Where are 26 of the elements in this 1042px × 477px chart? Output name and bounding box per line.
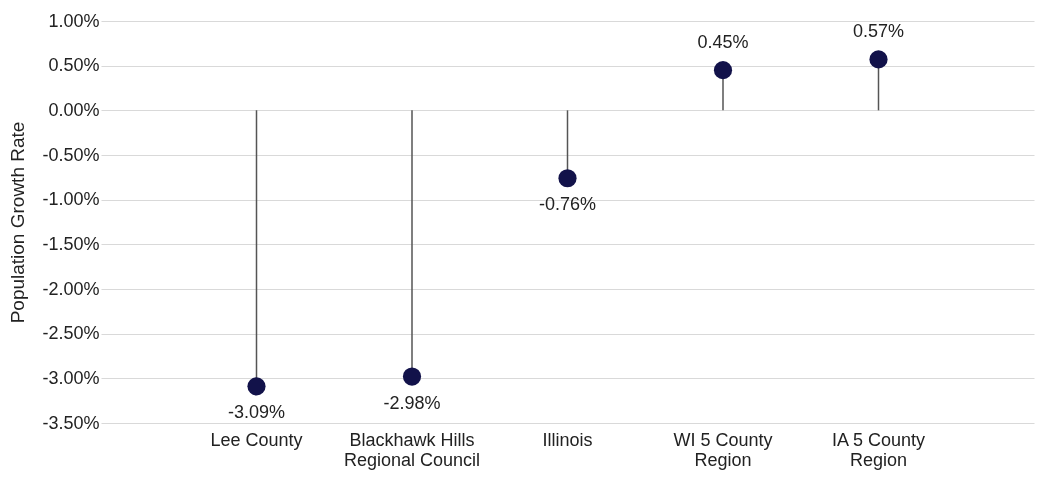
data-label: -0.76% [538, 194, 597, 215]
point [869, 50, 888, 69]
x-tick-label: Illinois [542, 429, 593, 450]
y-tick-label: -1.50% [42, 233, 100, 254]
y-tick-label: -0.50% [42, 144, 100, 165]
data-label: -2.98% [383, 392, 441, 413]
point [402, 367, 422, 386]
y-tick-label: -3.50% [42, 412, 100, 433]
y-tick-label: -1.00% [42, 189, 100, 210]
point [558, 169, 577, 188]
point [247, 377, 266, 396]
y-axis-title: Population Growth Rate [7, 121, 29, 324]
y-tick-label: -2.00% [42, 278, 100, 299]
point [713, 61, 733, 80]
y-tick-label: 0.00% [48, 99, 100, 120]
y-tick-label: 1.00% [48, 10, 100, 31]
y-tick-label: -3.00% [42, 367, 100, 388]
x-tick-label: WI 5 County Region [673, 429, 773, 470]
data-label: 0.45% [697, 32, 749, 53]
x-tick-label: Lee County [210, 429, 303, 450]
data-label: 0.57% [852, 21, 905, 42]
x-tick-label: Blackhawk Hills Regional Council [343, 429, 481, 470]
data-label: -3.09% [227, 402, 286, 423]
y-tick-label: 0.50% [48, 55, 100, 76]
x-tick-label: IA 5 County Region [831, 429, 926, 470]
y-tick-label: -2.50% [42, 323, 100, 344]
